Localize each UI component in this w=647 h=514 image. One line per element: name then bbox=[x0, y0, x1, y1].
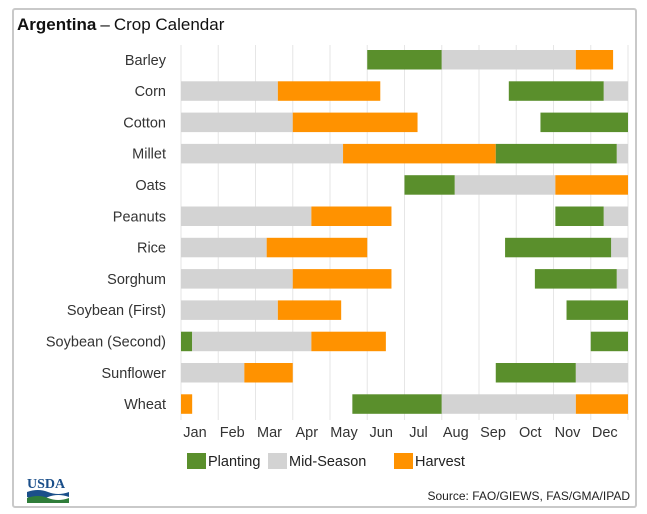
bar-harvest bbox=[277, 81, 381, 101]
legend-label: Mid-Season bbox=[289, 454, 366, 470]
y-tick-label: Millet bbox=[132, 147, 166, 163]
bar-mid-season bbox=[181, 112, 293, 133]
y-tick-label: Corn bbox=[135, 84, 166, 100]
bar-mid-season bbox=[575, 363, 628, 383]
y-tick-label: Soybean (First) bbox=[67, 303, 166, 319]
legend-swatch-mid-season bbox=[268, 453, 287, 469]
bar-planting bbox=[566, 300, 628, 320]
bar-mid-season bbox=[181, 237, 267, 258]
bar-mid-season bbox=[181, 300, 278, 320]
bar-mid-season bbox=[441, 394, 576, 414]
bar-planting bbox=[404, 175, 455, 195]
x-tick-label: Jun bbox=[370, 425, 393, 441]
x-tick-label: Oct bbox=[519, 425, 542, 441]
x-tick-label: Nov bbox=[555, 425, 582, 441]
bar-mid-season bbox=[603, 81, 628, 101]
x-tick-label: Jan bbox=[183, 425, 206, 441]
bar-mid-season bbox=[181, 81, 278, 101]
bar-planting bbox=[181, 331, 193, 352]
bar-harvest bbox=[555, 175, 628, 195]
bar-planting bbox=[555, 206, 604, 226]
bar-mid-season bbox=[616, 269, 628, 289]
bar-harvest bbox=[292, 269, 392, 289]
x-tick-label: Dec bbox=[592, 425, 618, 441]
bar-planting bbox=[540, 112, 628, 133]
bar-mid-season bbox=[181, 269, 293, 289]
bar-planting bbox=[352, 394, 442, 414]
y-tick-label: Peanuts bbox=[113, 209, 166, 225]
x-tick-label: Feb bbox=[220, 425, 245, 441]
bar-harvest bbox=[181, 394, 193, 414]
y-tick-label: Barley bbox=[125, 53, 167, 69]
title-country: Argentina bbox=[17, 15, 97, 34]
legend-swatch-planting bbox=[187, 453, 206, 469]
bar-mid-season bbox=[441, 50, 576, 70]
bar-mid-season bbox=[616, 143, 628, 164]
y-tick-label: Wheat bbox=[124, 397, 166, 413]
y-tick-label: Oats bbox=[135, 178, 166, 194]
bar-harvest bbox=[311, 206, 392, 226]
legend-swatch-harvest bbox=[394, 453, 413, 469]
y-tick-label: Soybean (Second) bbox=[46, 334, 166, 350]
bar-mid-season bbox=[611, 237, 628, 258]
bar-harvest bbox=[266, 237, 368, 258]
x-tick-label: Sep bbox=[480, 425, 506, 441]
x-tick-label: Mar bbox=[257, 425, 282, 441]
usda-logo: USDA bbox=[27, 477, 69, 503]
x-tick-label: Aug bbox=[443, 425, 469, 441]
bar-mid-season bbox=[603, 206, 628, 226]
bar-planting bbox=[590, 331, 628, 352]
legend-label: Planting bbox=[208, 454, 260, 470]
bar-harvest bbox=[277, 300, 342, 320]
bar-harvest bbox=[292, 112, 418, 133]
bar-harvest bbox=[343, 143, 496, 164]
bar-harvest bbox=[311, 331, 386, 352]
bar-mid-season bbox=[181, 143, 344, 164]
bar-harvest bbox=[244, 363, 293, 383]
svg-text:USDA: USDA bbox=[27, 477, 66, 492]
bar-mid-season bbox=[181, 363, 245, 383]
bar-harvest bbox=[575, 50, 614, 70]
bar-planting bbox=[534, 269, 617, 289]
bar-mid-season bbox=[454, 175, 556, 195]
bar-planting bbox=[367, 50, 442, 70]
source-note: Source: FAO/GIEWS, FAS/GMA/IPAD bbox=[427, 489, 631, 503]
bar-harvest bbox=[575, 394, 628, 414]
chart-title: Argentina – Crop Calendar bbox=[17, 15, 224, 35]
bar-mid-season bbox=[181, 206, 312, 226]
title-subtitle: Crop Calendar bbox=[113, 15, 225, 34]
bar-planting bbox=[508, 81, 604, 101]
title-separator: – bbox=[100, 15, 110, 34]
x-tick-label: May bbox=[330, 425, 358, 441]
legend-label: Harvest bbox=[415, 454, 465, 470]
y-tick-label: Sorghum bbox=[107, 272, 166, 288]
y-tick-label: Rice bbox=[137, 241, 166, 257]
bar-planting bbox=[495, 363, 576, 383]
x-tick-label: Jul bbox=[409, 425, 428, 441]
x-tick-label: Apr bbox=[295, 425, 318, 441]
y-tick-label: Cotton bbox=[123, 115, 166, 131]
bar-mid-season bbox=[192, 331, 312, 352]
y-tick-label: Sunflower bbox=[102, 366, 167, 382]
bar-planting bbox=[505, 237, 612, 258]
bar-planting bbox=[495, 143, 617, 164]
